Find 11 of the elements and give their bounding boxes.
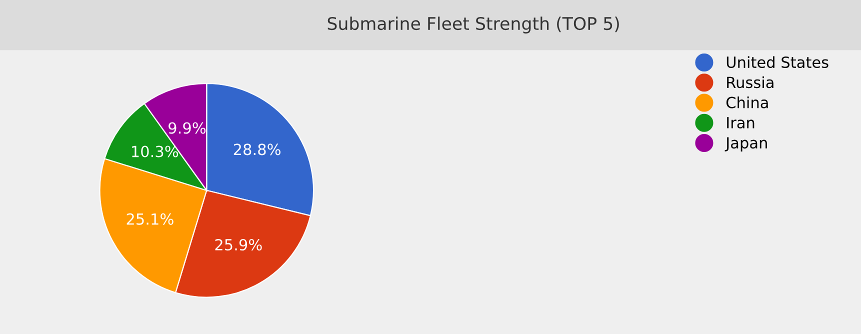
data-label: 25.1% — [126, 213, 174, 225]
legend-label: United States — [726, 56, 828, 68]
legend-label: Iran — [727, 117, 754, 128]
data-label: 28.8% — [234, 144, 280, 156]
legend-label: Japan — [724, 137, 767, 152]
chart-title: Submarine Fleet Strength (TOP 5) — [328, 16, 619, 34]
legend-label: China — [726, 96, 768, 108]
data-label: 10.3% — [132, 146, 178, 158]
legend-label: Russia — [727, 76, 774, 88]
data-label: 25.9% — [215, 238, 262, 251]
data-label: 9.9% — [168, 122, 206, 134]
